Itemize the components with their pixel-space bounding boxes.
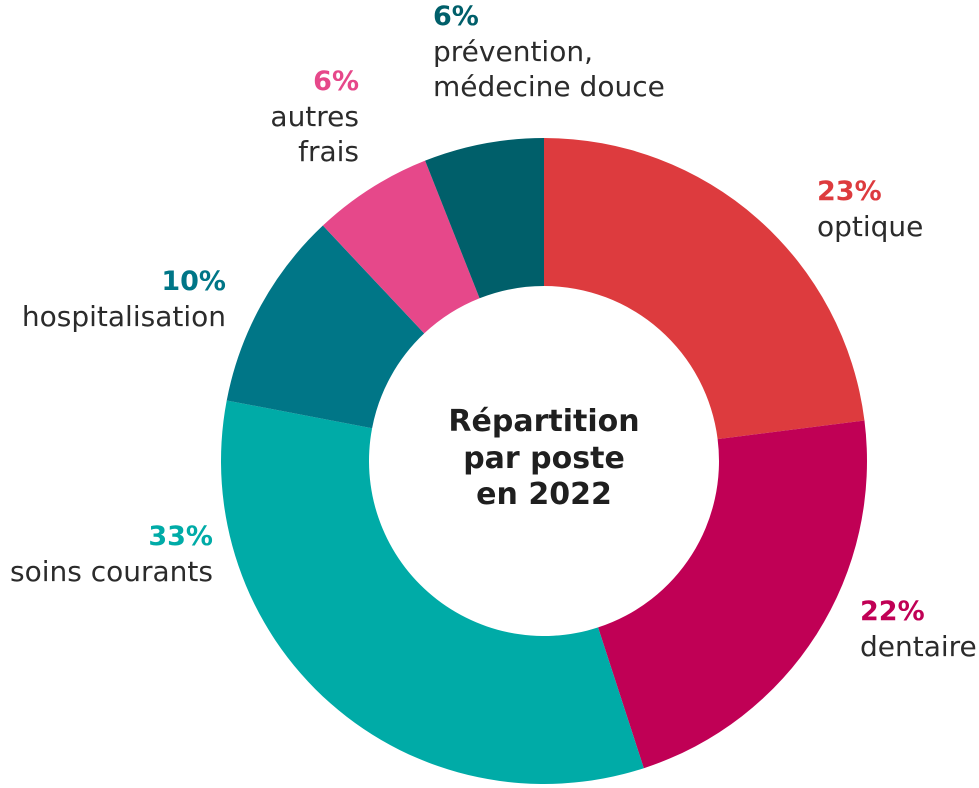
- chart-title-line-2: par poste: [463, 440, 625, 476]
- percent-label-prevention: 6%: [433, 1, 479, 32]
- slice-hospitalisation: [226, 225, 425, 429]
- category-label-prevention-line-2: médecine douce: [433, 69, 665, 103]
- slice-autres-frais: [322, 160, 480, 334]
- category-label-hospitalisation: hospitalisation: [21, 299, 226, 333]
- label-soins-courants: 33% soins courants: [10, 520, 213, 589]
- slice-dentaire: [598, 420, 867, 769]
- label-dentaire: 22% dentaire: [860, 595, 977, 664]
- slice-soins-courants: [220, 400, 644, 784]
- percent-label-optique: 23%: [817, 176, 882, 207]
- category-label-optique: optique: [817, 209, 924, 243]
- chart-title-line-3: en 2022: [476, 477, 612, 513]
- category-label-prevention-line-1: prévention,: [433, 34, 593, 68]
- label-optique: 23% optique: [817, 175, 923, 244]
- category-label-autres-frais-line-2: frais: [298, 134, 359, 168]
- chart-title-line-1: Répartition: [448, 404, 640, 439]
- slice-optique: [544, 138, 865, 440]
- category-label-dentaire: dentaire: [860, 629, 977, 663]
- percent-label-dentaire: 22%: [860, 596, 925, 627]
- percent-label-autres-frais: 6%: [313, 66, 359, 97]
- category-label-autres-frais-line-1: autres: [270, 99, 359, 133]
- slice-prévention-médecine-douce: [425, 138, 544, 299]
- percent-label-soins-courants: 33%: [148, 521, 213, 552]
- label-hospitalisation: 10% hospitalisation: [22, 265, 226, 334]
- percent-label-hospitalisation: 10%: [161, 266, 226, 297]
- label-autres-frais: 6% autres frais: [270, 65, 359, 169]
- label-prevention: 6% prévention, médecine douce: [433, 0, 665, 104]
- category-label-soins-courants: soins courants: [10, 554, 213, 588]
- chart-title: Répartition par poste en 2022: [394, 404, 694, 514]
